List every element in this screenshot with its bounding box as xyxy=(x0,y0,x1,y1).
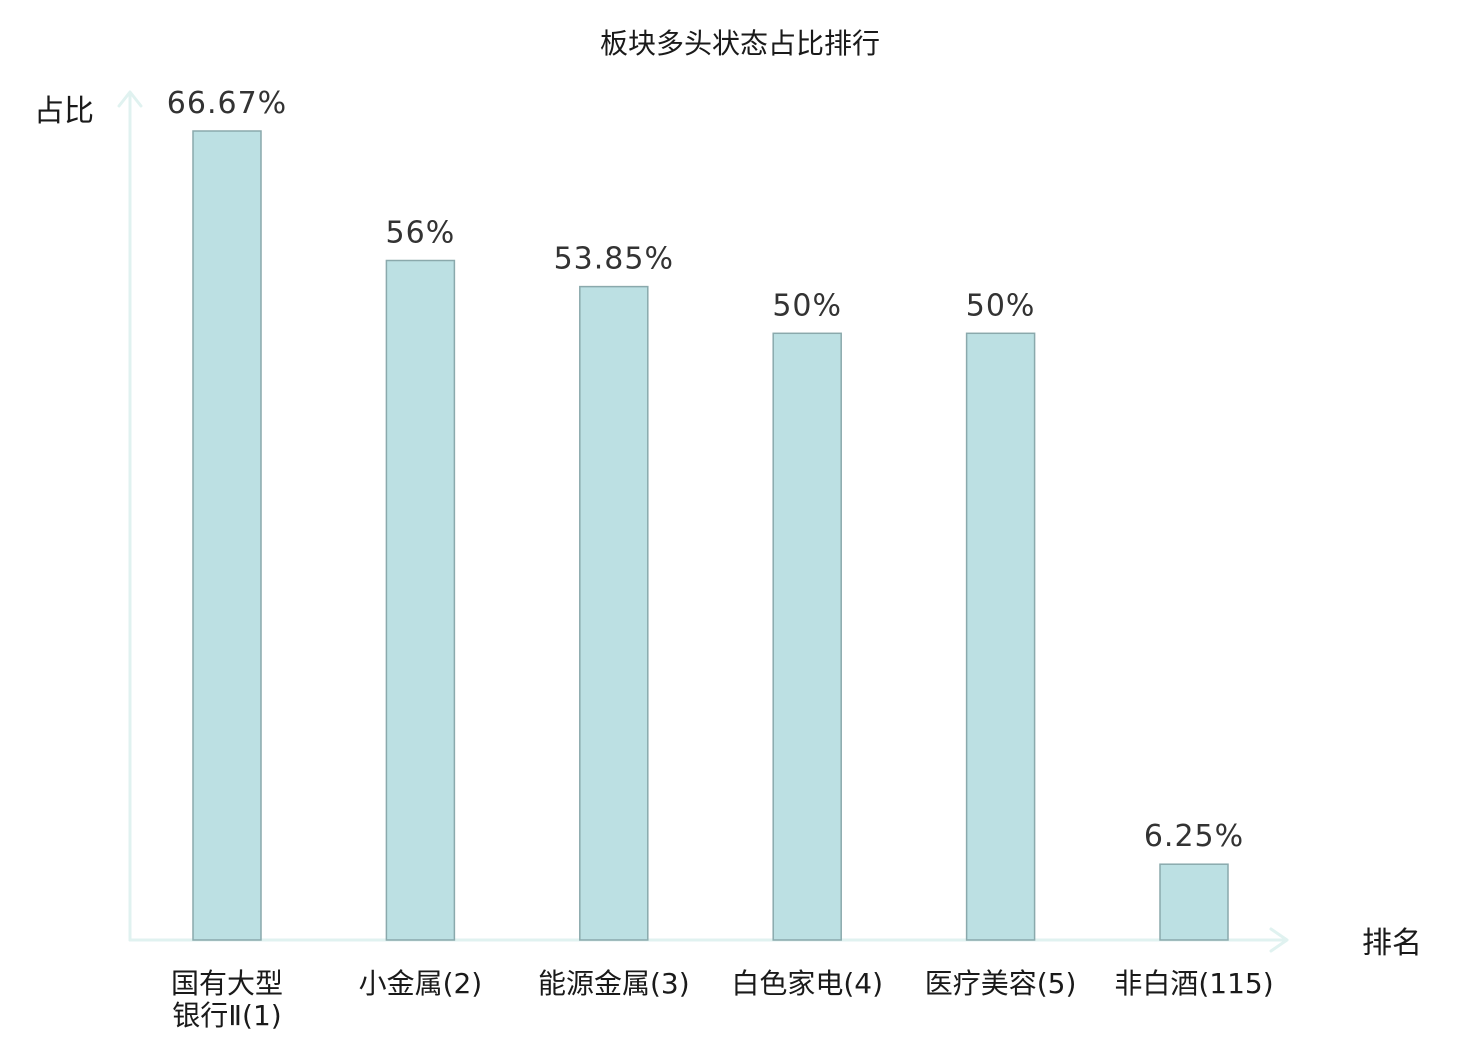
data-label-4: 50% xyxy=(772,288,842,323)
y-axis-arrow xyxy=(117,90,143,108)
bar-4 xyxy=(772,332,842,941)
y-axis-title: 占比 xyxy=(34,94,94,129)
data-label-3: 53.85% xyxy=(554,242,674,277)
category-labels: 国有大型银行Ⅱ(1) 小金属(2) 能源金属(3) 白色家电(4) 医疗美容(5) 非白酒… xyxy=(171,967,1274,1032)
data-label-6: 6.25% xyxy=(1144,819,1244,854)
category-label-2-line-1: 小金属(2) xyxy=(359,967,483,1000)
category-label-6-line-1: 非白酒(115) xyxy=(1114,967,1273,1000)
category-label-1-line-2: 银行Ⅱ(1) xyxy=(172,999,281,1032)
x-axis-title: 排名 xyxy=(1362,926,1422,961)
x-axis-arrow xyxy=(1269,927,1289,953)
data-label-2: 56% xyxy=(386,216,456,251)
bar-5 xyxy=(965,332,1036,941)
bar-2 xyxy=(385,259,456,941)
category-label-5: 医疗美容(5) xyxy=(925,967,1077,1000)
category-label-4: 白色家电(4) xyxy=(731,967,883,1000)
bars xyxy=(192,130,1229,941)
bar-6 xyxy=(1159,863,1229,941)
category-label-3-line-1: 能源金属(3) xyxy=(538,967,690,1000)
category-label-3: 能源金属(3) xyxy=(538,967,690,1000)
category-label-1: 国有大型银行Ⅱ(1) xyxy=(171,967,283,1032)
data-label-1: 66.67% xyxy=(167,86,287,121)
category-label-1-line-1: 国有大型 xyxy=(171,967,283,1000)
chart-title: 板块多头状态占比排行 xyxy=(600,27,880,60)
category-label-6: 非白酒(115) xyxy=(1114,967,1273,1000)
bar-1 xyxy=(192,130,262,941)
category-label-4-line-1: 白色家电(4) xyxy=(731,967,883,1000)
category-label-5-line-1: 医疗美容(5) xyxy=(925,967,1077,1000)
axes xyxy=(117,90,1289,953)
category-label-2: 小金属(2) xyxy=(359,967,483,1000)
bar-3 xyxy=(579,285,649,941)
data-label-5: 50% xyxy=(966,288,1036,323)
data-labels: 66.67% 56% 53.85% 50% 50% 6.25% xyxy=(167,86,1244,854)
